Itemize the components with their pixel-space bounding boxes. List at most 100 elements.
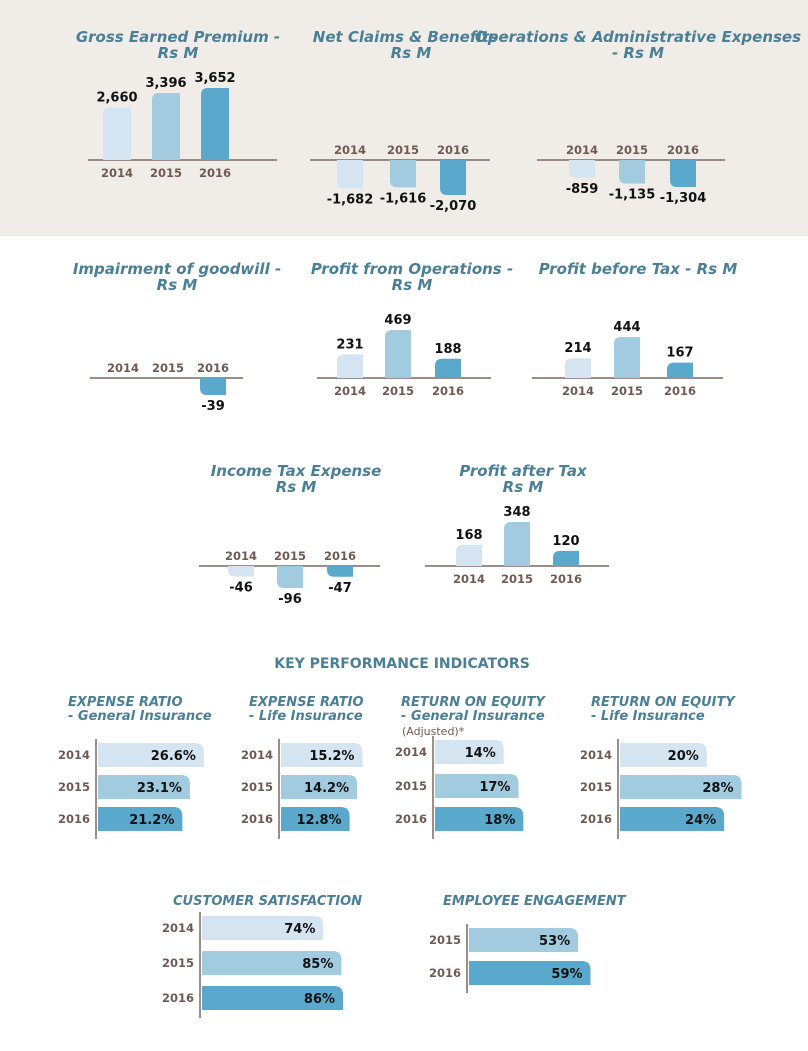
kpi-subtitle: - Life Insurance xyxy=(249,709,363,724)
bar-2014 xyxy=(281,743,363,767)
bar-2016 xyxy=(202,986,344,1010)
bar-2016 xyxy=(620,807,725,831)
year-label: 2014 xyxy=(580,748,612,762)
chart-title: Operations & Administrative Expenses xyxy=(475,28,801,46)
data-label: 26.6% xyxy=(151,749,196,764)
kpi-chart-1: EXPENSE RATIO- General Insurance 2014 26.6… xyxy=(58,695,212,839)
data-label: 86% xyxy=(304,992,335,1007)
bar-2015 xyxy=(202,951,342,975)
year-label: 2015 xyxy=(58,780,90,794)
chart-title: - Rs M xyxy=(612,44,664,62)
year-label: 2014 xyxy=(562,384,594,398)
year-label: 2016 xyxy=(550,572,582,586)
kpi-subtitle: - General Insurance xyxy=(401,709,545,724)
bar-chart-1: Gross Earned Premium -Rs M 2014 2,660 2015 3… xyxy=(76,28,280,180)
bar-2014 xyxy=(435,740,504,764)
bar-2015 xyxy=(277,566,303,588)
year-label: 2016 xyxy=(324,549,356,563)
data-label: 444 xyxy=(613,320,640,335)
data-label: 3,652 xyxy=(194,71,235,86)
data-label: 3,396 xyxy=(145,76,186,91)
chart-title: Profit after Tax xyxy=(459,462,588,480)
kpi-title: CUSTOMER SATISFACTION xyxy=(173,894,362,909)
year-label: 2015 xyxy=(241,780,273,794)
year-label: 2016 xyxy=(432,384,464,398)
data-label: -46 xyxy=(229,581,253,596)
chart-title: Rs M xyxy=(503,478,544,496)
data-label: -1,304 xyxy=(660,191,707,206)
kpi-chart-4: RETURN ON EQUITY- Life Insurance 2014 20% 2… xyxy=(580,695,742,839)
data-label: -96 xyxy=(278,592,302,607)
bar-2015 xyxy=(504,522,530,566)
year-label: 2016 xyxy=(580,812,612,826)
data-label: -47 xyxy=(328,581,352,596)
data-label: -39 xyxy=(201,399,225,414)
bar-2014 xyxy=(620,743,707,767)
year-label: 2015 xyxy=(387,143,419,157)
data-label: 469 xyxy=(384,313,411,328)
data-label: 168 xyxy=(455,528,482,543)
bar-2016 xyxy=(200,378,226,395)
kpi-title: EMPLOYEE ENGAGEMENT xyxy=(443,894,627,909)
bar-2016 xyxy=(469,961,591,985)
chart-title: Rs M xyxy=(158,44,199,62)
year-label: 2016 xyxy=(241,812,273,826)
data-label: 74% xyxy=(284,922,315,937)
bar-2015 xyxy=(98,775,190,799)
data-label: 120 xyxy=(552,534,579,549)
data-label: 2,660 xyxy=(96,91,137,106)
year-label: 2015 xyxy=(382,384,414,398)
year-label: 2014 xyxy=(453,572,485,586)
year-label: 2014 xyxy=(241,748,273,762)
bar-2014 xyxy=(337,354,363,378)
data-label: 28% xyxy=(702,781,733,796)
data-label: 188 xyxy=(434,342,461,357)
bar-2015 xyxy=(281,775,358,799)
bar-2014 xyxy=(103,107,131,160)
bar-2016 xyxy=(435,358,461,378)
data-label: -2,070 xyxy=(430,199,477,214)
year-label: 2014 xyxy=(107,361,139,375)
year-label: 2014 xyxy=(395,745,427,759)
kpi-subtitle: - Life Insurance xyxy=(591,709,705,724)
data-label: -859 xyxy=(566,182,599,197)
bar-chart-5: Profit from Operations -Rs M 2014 231 2015 4… xyxy=(311,260,513,398)
bar-2016 xyxy=(281,807,350,831)
bar-chart-6: Profit before Tax - Rs M 2014 214 2015 444 20… xyxy=(532,260,737,398)
bar-2016 xyxy=(201,88,229,160)
data-label: 15.2% xyxy=(309,749,354,764)
bar-2014 xyxy=(337,160,363,189)
chart-title: Profit before Tax - Rs M xyxy=(539,260,738,278)
data-label: 214 xyxy=(564,341,591,356)
year-label: 2016 xyxy=(437,143,469,157)
bar-2014 xyxy=(565,358,591,378)
year-label: 2014 xyxy=(334,143,366,157)
data-label: 14.2% xyxy=(304,781,349,796)
year-label: 2015 xyxy=(150,166,182,180)
year-label: 2014 xyxy=(101,166,133,180)
bar-2014 xyxy=(569,160,595,178)
chart-title: Income Tax Expense xyxy=(211,462,382,480)
kpi-heading: KEY PERFORMANCE INDICATORS xyxy=(274,656,530,672)
data-label: 348 xyxy=(503,505,530,520)
year-label: 2016 xyxy=(664,384,696,398)
bar-2016 xyxy=(440,160,466,195)
data-label: -1,135 xyxy=(609,188,656,203)
year-label: 2015 xyxy=(395,779,427,793)
year-label: 2015 xyxy=(501,572,533,586)
data-label: 231 xyxy=(336,337,363,352)
bar-2015 xyxy=(620,775,742,799)
data-label: 85% xyxy=(302,957,333,972)
year-label: 2016 xyxy=(429,966,461,980)
bar-2014 xyxy=(202,916,324,940)
year-label: 2016 xyxy=(395,812,427,826)
year-label: 2015 xyxy=(580,780,612,794)
data-label: -1,616 xyxy=(380,191,427,206)
year-label: 2016 xyxy=(197,361,229,375)
data-label: -1,682 xyxy=(327,192,374,207)
bar-2015 xyxy=(619,160,645,184)
year-label: 2014 xyxy=(566,143,598,157)
kpi-title: EXPENSE RATIO xyxy=(68,695,183,710)
